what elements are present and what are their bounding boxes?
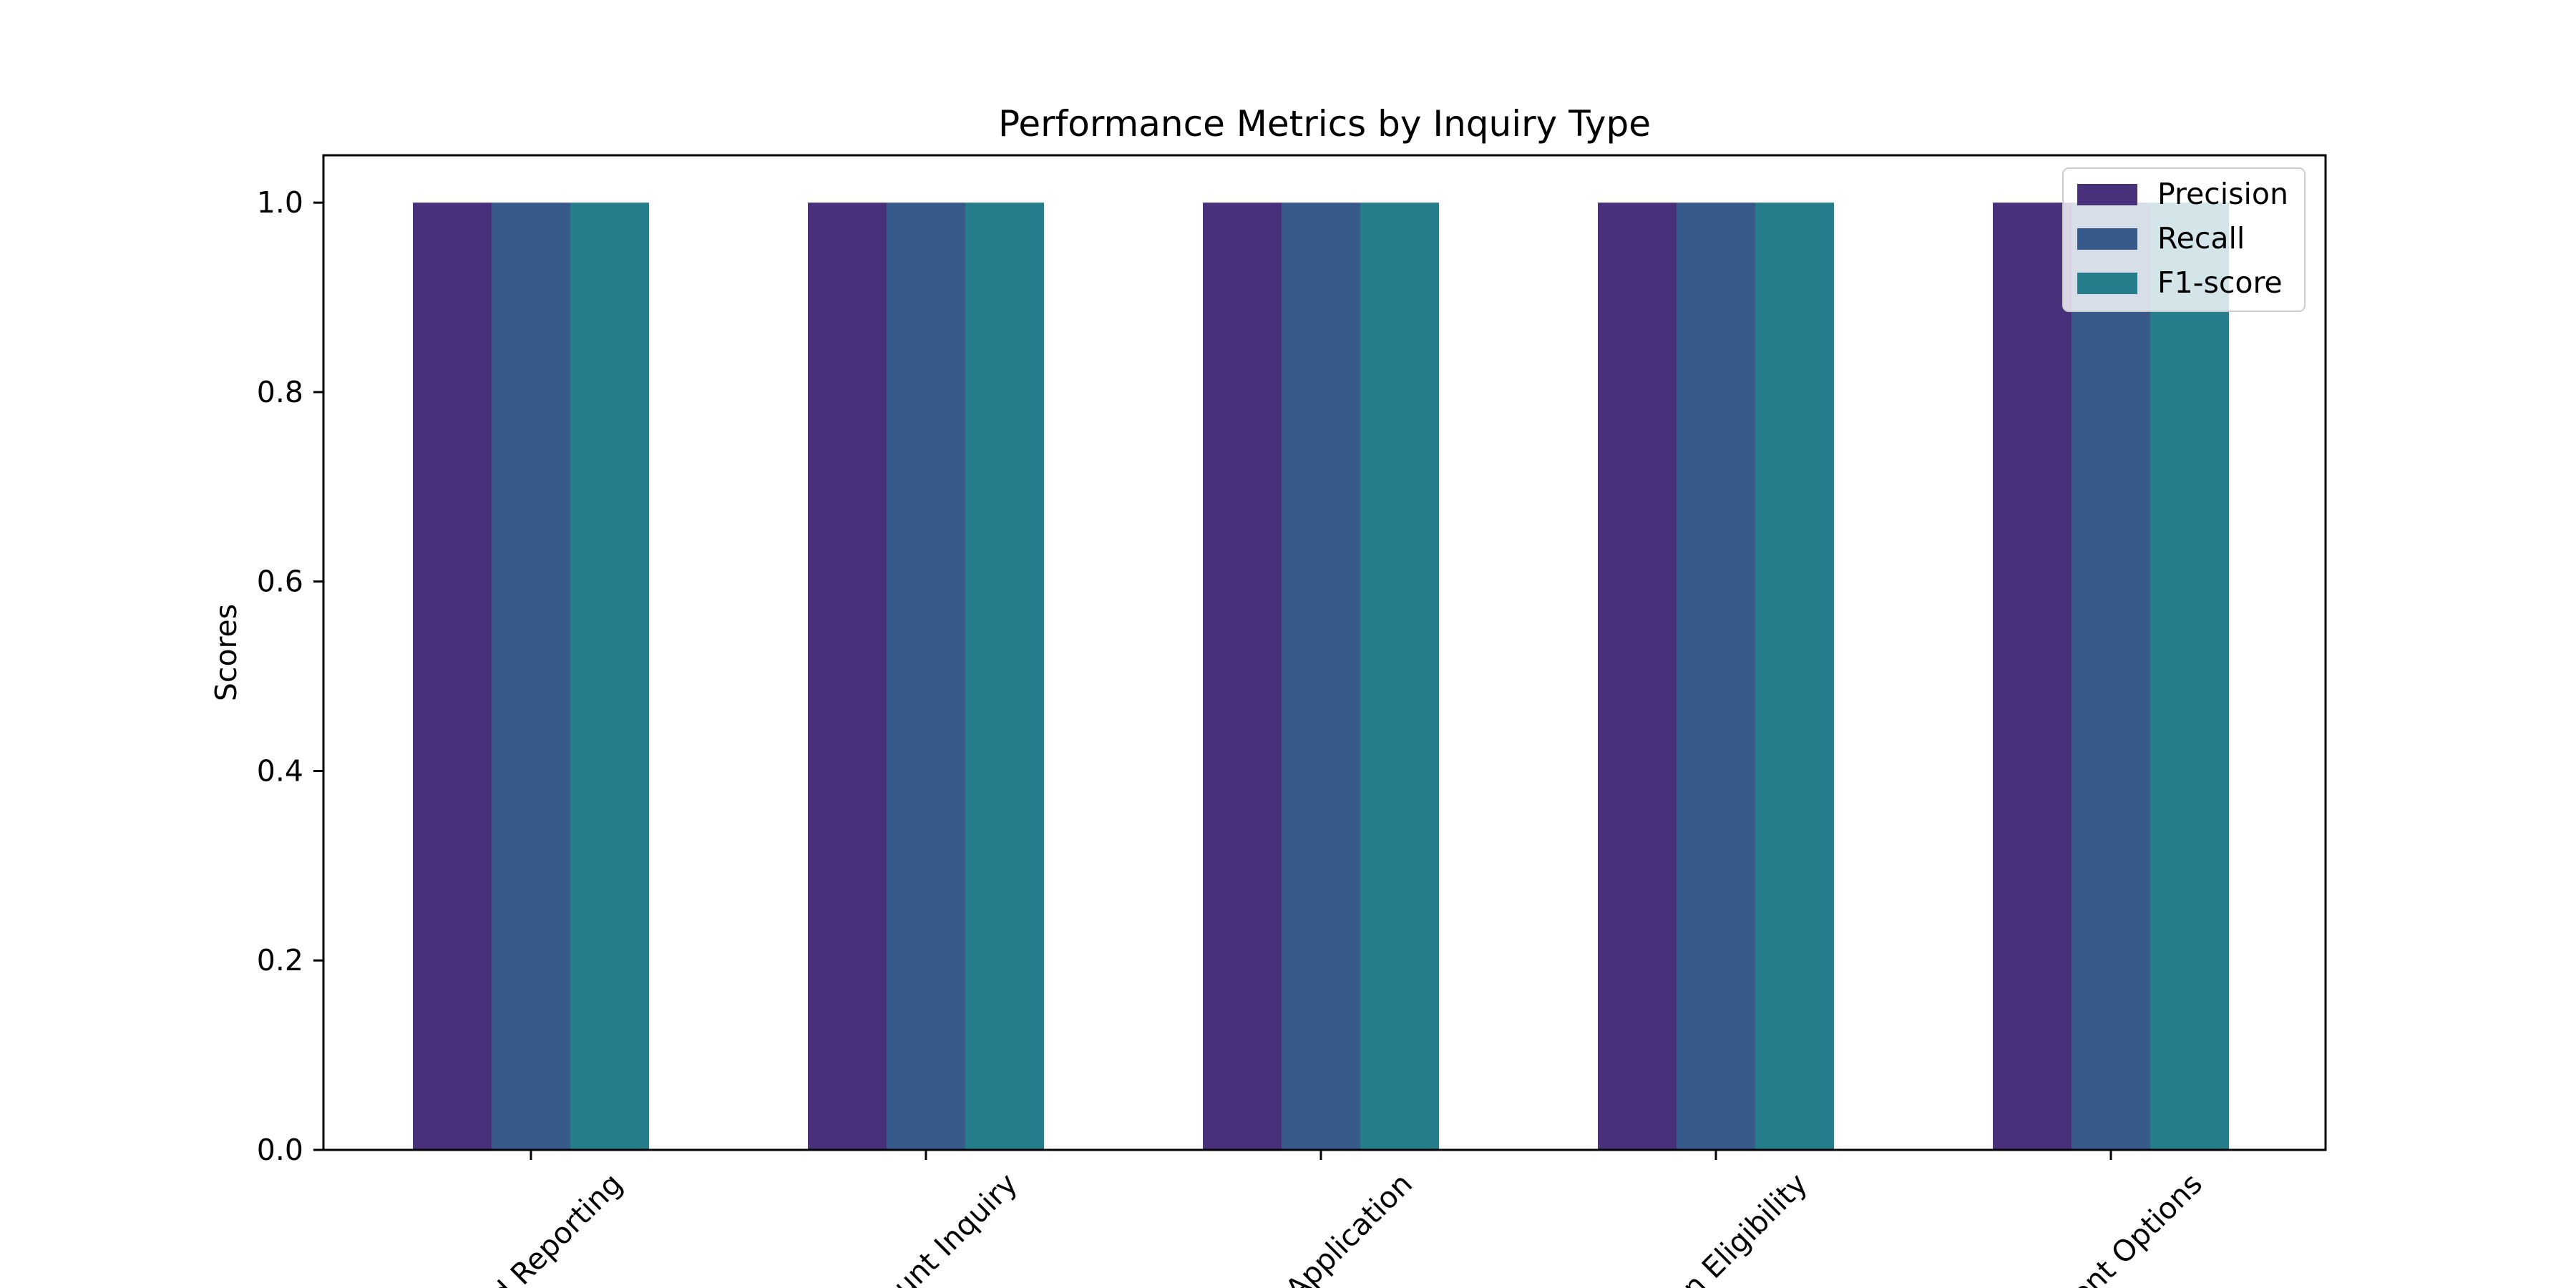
y-axis-label: Scores [209,604,243,701]
x-tick-label: n Eligibility [1676,1166,1815,1288]
bar-precision-2 [1203,203,1282,1151]
legend-swatch-f1-score [2077,273,2137,294]
bar-precision-0 [413,203,492,1151]
x-tick-label: Application [1279,1166,1419,1288]
bar-f1-score-1 [965,203,1044,1151]
bar-recall-2 [1282,203,1360,1151]
x-tick-label: ent Options [2064,1166,2209,1288]
bar-precision-4 [1993,203,2072,1151]
legend-swatch-recall [2077,228,2137,250]
legend-label: Recall [2157,221,2245,255]
x-tick-label: d Reporting [484,1166,629,1288]
bar-recall-1 [887,203,965,1151]
y-tick-label: 1.0 [257,185,303,220]
bar-f1-score-2 [1360,203,1439,1151]
bar-precision-1 [808,203,887,1151]
y-tick-label: 0.6 [257,565,303,599]
bar-f1-score-0 [570,203,649,1151]
legend: Precision Recall F1-score [2062,167,2306,312]
y-tick-label: 0.0 [257,1133,303,1167]
bar-precision-3 [1598,203,1677,1151]
y-tick-label: 0.8 [257,375,303,409]
legend-label: F1-score [2157,265,2283,300]
legend-label: Precision [2157,177,2288,211]
bars-layer [413,203,2229,1151]
plot-frame [322,154,2327,1151]
bar-recall-3 [1677,203,1755,1151]
bar-recall-0 [492,203,570,1151]
x-tick-label: unt Inquiry [887,1166,1024,1288]
y-tick-label: 0.4 [257,753,303,788]
legend-swatch-precision [2077,184,2137,205]
bar-f1-score-4 [2150,203,2229,1151]
bar-recall-4 [2072,203,2150,1151]
chart-title: Performance Metrics by Inquiry Type [998,103,1651,145]
y-tick-label: 0.2 [257,943,303,977]
bar-f1-score-3 [1755,203,1834,1151]
